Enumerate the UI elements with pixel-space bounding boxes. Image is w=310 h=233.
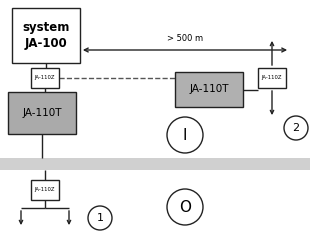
Text: 1: 1 — [96, 213, 104, 223]
Bar — [8, 92, 76, 134]
Bar — [0, 158, 310, 170]
Bar — [175, 72, 243, 107]
Bar — [258, 68, 286, 88]
Text: I: I — [183, 127, 187, 143]
Text: JA-110Z: JA-110Z — [35, 75, 55, 80]
Bar — [31, 68, 59, 88]
Text: JA-110Z: JA-110Z — [35, 188, 55, 192]
Text: system
JA-100: system JA-100 — [22, 21, 70, 49]
Text: JA-110Z: JA-110Z — [262, 75, 282, 80]
Text: > 500 m: > 500 m — [167, 34, 203, 43]
Text: JA-110T: JA-110T — [189, 85, 229, 95]
Text: 2: 2 — [292, 123, 299, 133]
Text: O: O — [179, 199, 191, 215]
Bar — [12, 8, 80, 63]
Bar — [31, 180, 59, 200]
Text: JA-110T: JA-110T — [22, 108, 62, 118]
